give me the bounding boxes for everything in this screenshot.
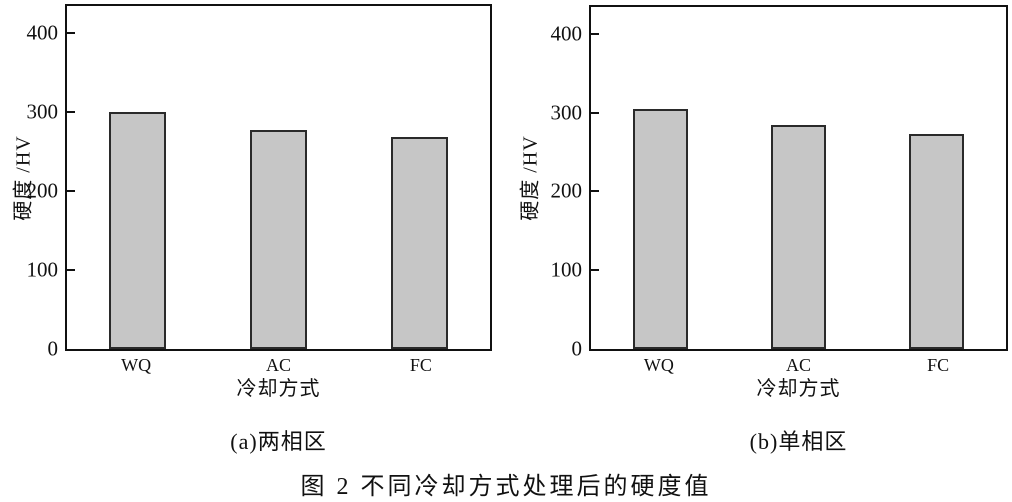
y-axis-tick	[591, 32, 599, 35]
x-tick-label: FC	[409, 355, 432, 375]
y-tick-label: 400	[550, 21, 583, 46]
subcaption-a: (a)两相区	[230, 429, 327, 454]
y-axis-tick	[67, 31, 75, 34]
x-tick-label: WQ	[121, 355, 152, 375]
bar-wq	[109, 111, 166, 349]
x-tick-label: FC	[927, 355, 950, 375]
chart-two-phase-region: 硬度 /HV 0 100 200 300 400 WQ AC FC 冷却方式 (a)两相区	[0, 0, 506, 460]
x-axis-label: 冷却方式	[756, 378, 841, 400]
figure-caption: 图 2 不同冷却方式处理后的硬度值	[300, 474, 712, 500]
y-tick-label: 200	[550, 178, 583, 203]
y-tick-label: 200	[26, 178, 59, 203]
y-tick-label: 0	[571, 336, 583, 361]
y-tick-label: 400	[26, 20, 59, 45]
chart-single-phase-region: 硬度 /HV 0 100 200 300 400 WQ AC FC 冷却方式 (b)单相区	[506, 0, 1012, 460]
x-tick-labels: WQ AC FC	[65, 355, 492, 377]
y-axis-tick	[67, 110, 75, 113]
y-axis-tick	[591, 190, 599, 193]
y-tick-label: 0	[47, 336, 59, 361]
bar-fc	[391, 137, 448, 349]
y-axis-label: 硬度 /HV	[519, 135, 542, 221]
plot-area: 0 100 200 300 400	[27, 4, 492, 359]
y-tick-label: 300	[550, 100, 583, 125]
y-axis-tick	[67, 189, 75, 192]
x-tick-label: AC	[265, 355, 292, 375]
x-tick-label: WQ	[643, 355, 674, 375]
plot-area: 0 100 200 300 400	[551, 5, 1008, 359]
y-tick-label: 100	[26, 257, 59, 282]
bar-fc	[909, 133, 965, 349]
y-axis-tick	[591, 111, 599, 114]
x-axis-label: 冷却方式	[236, 378, 321, 400]
y-tick-label: 300	[26, 99, 59, 124]
bar-wq	[632, 108, 688, 349]
bar-ac	[250, 130, 307, 349]
y-axis-tick	[67, 268, 75, 271]
y-axis-tick	[591, 269, 599, 272]
x-tick-label: AC	[785, 355, 812, 375]
subcaption-b: (b)单相区	[749, 429, 848, 454]
x-tick-labels: WQ AC FC	[589, 355, 1008, 377]
y-tick-label: 100	[550, 257, 583, 282]
bar-ac	[770, 125, 827, 349]
